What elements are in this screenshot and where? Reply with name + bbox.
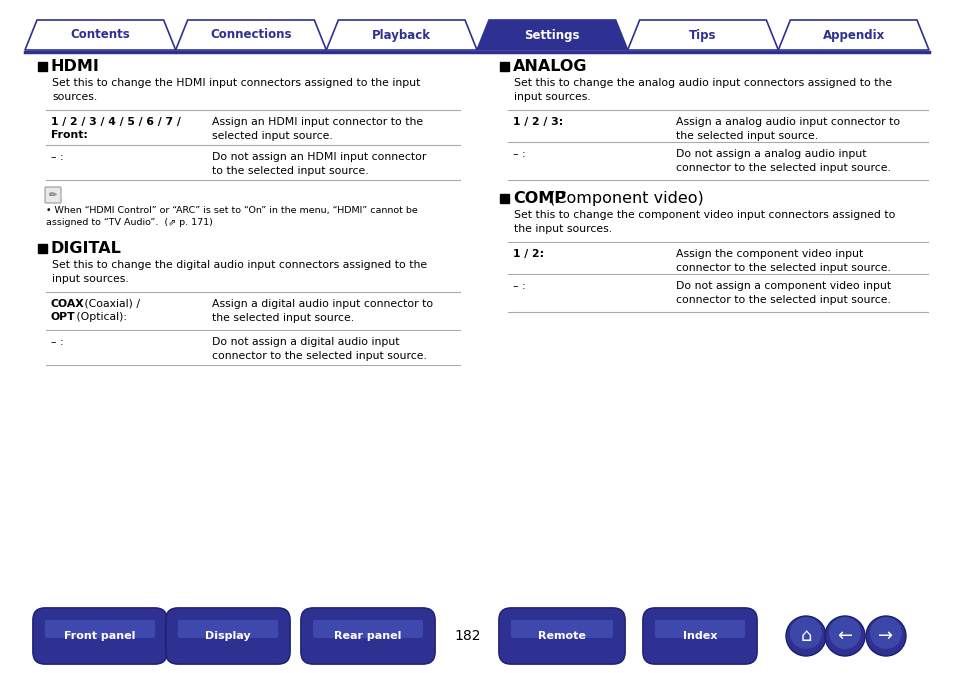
Text: Assign the component video input
connector to the selected input source.: Assign the component video input connect… bbox=[676, 249, 890, 273]
Text: Connections: Connections bbox=[210, 28, 292, 42]
Text: Set this to change the analog audio input connectors assigned to the
input sourc: Set this to change the analog audio inpu… bbox=[514, 78, 891, 102]
Text: Set this to change the digital audio input connectors assigned to the
input sour: Set this to change the digital audio inp… bbox=[52, 260, 427, 284]
Text: • When “HDMI Control” or “ARC” is set to “On” in the menu, “HDMI” cannot be
assi: • When “HDMI Control” or “ARC” is set to… bbox=[46, 206, 417, 227]
Text: – :: – : bbox=[51, 337, 64, 347]
Text: – :: – : bbox=[513, 149, 525, 159]
Polygon shape bbox=[627, 20, 778, 50]
Circle shape bbox=[785, 616, 825, 656]
Text: Rear panel: Rear panel bbox=[334, 631, 401, 641]
Text: Index: Index bbox=[682, 631, 717, 641]
Text: 1 / 2 / 3 / 4 / 5 / 6 / 7 /: 1 / 2 / 3 / 4 / 5 / 6 / 7 / bbox=[51, 117, 181, 127]
Text: Assign a analog audio input connector to
the selected input source.: Assign a analog audio input connector to… bbox=[676, 117, 900, 141]
Text: OPT: OPT bbox=[51, 312, 75, 322]
Text: →: → bbox=[878, 627, 893, 645]
Text: Assign an HDMI input connector to the
selected input source.: Assign an HDMI input connector to the se… bbox=[212, 117, 422, 141]
Bar bbox=[38, 62, 47, 71]
Text: ANALOG: ANALOG bbox=[513, 59, 587, 74]
Bar bbox=[38, 244, 47, 253]
Bar bbox=[499, 194, 509, 203]
Text: HDMI: HDMI bbox=[51, 59, 100, 74]
FancyBboxPatch shape bbox=[498, 608, 624, 664]
Text: ⌂: ⌂ bbox=[800, 627, 811, 645]
Bar bbox=[499, 62, 509, 71]
Text: Settings: Settings bbox=[524, 28, 579, 42]
FancyBboxPatch shape bbox=[45, 187, 61, 203]
FancyBboxPatch shape bbox=[166, 608, 290, 664]
Polygon shape bbox=[25, 20, 175, 50]
FancyBboxPatch shape bbox=[511, 620, 613, 638]
Text: COAX: COAX bbox=[51, 299, 85, 309]
Text: Appendix: Appendix bbox=[821, 28, 883, 42]
Text: COMP: COMP bbox=[513, 191, 565, 206]
Text: 182: 182 bbox=[455, 629, 480, 643]
Circle shape bbox=[789, 617, 821, 649]
Text: Front:: Front: bbox=[51, 130, 88, 140]
Text: 1 / 2:: 1 / 2: bbox=[513, 249, 543, 259]
Text: Do not assign an HDMI input connector
to the selected input source.: Do not assign an HDMI input connector to… bbox=[212, 152, 426, 176]
Circle shape bbox=[865, 616, 905, 656]
Text: Remote: Remote bbox=[537, 631, 585, 641]
Polygon shape bbox=[476, 20, 627, 50]
Text: ←: ← bbox=[837, 627, 852, 645]
Text: (Component video): (Component video) bbox=[544, 191, 703, 206]
Text: DIGITAL: DIGITAL bbox=[51, 241, 122, 256]
Circle shape bbox=[828, 617, 861, 649]
Text: Assign a digital audio input connector to
the selected input source.: Assign a digital audio input connector t… bbox=[212, 299, 433, 323]
Text: Set this to change the HDMI input connectors assigned to the input
sources.: Set this to change the HDMI input connec… bbox=[52, 78, 420, 102]
FancyBboxPatch shape bbox=[32, 608, 167, 664]
Text: (Optical):: (Optical): bbox=[73, 312, 127, 322]
FancyBboxPatch shape bbox=[655, 620, 744, 638]
Text: Contents: Contents bbox=[71, 28, 130, 42]
FancyBboxPatch shape bbox=[300, 608, 435, 664]
Text: Playback: Playback bbox=[372, 28, 431, 42]
Text: Front panel: Front panel bbox=[64, 631, 135, 641]
Text: ✏: ✏ bbox=[49, 190, 57, 200]
FancyBboxPatch shape bbox=[313, 620, 422, 638]
Text: – :: – : bbox=[51, 152, 64, 162]
FancyBboxPatch shape bbox=[642, 608, 757, 664]
Circle shape bbox=[869, 617, 901, 649]
Text: 1 / 2 / 3:: 1 / 2 / 3: bbox=[513, 117, 562, 127]
Polygon shape bbox=[778, 20, 928, 50]
Circle shape bbox=[824, 616, 864, 656]
FancyBboxPatch shape bbox=[178, 620, 277, 638]
Text: (Coaxial) /: (Coaxial) / bbox=[81, 299, 140, 309]
Text: Do not assign a component video input
connector to the selected input source.: Do not assign a component video input co… bbox=[676, 281, 890, 305]
Polygon shape bbox=[175, 20, 326, 50]
Text: Display: Display bbox=[205, 631, 251, 641]
Text: Do not assign a analog audio input
connector to the selected input source.: Do not assign a analog audio input conne… bbox=[676, 149, 890, 173]
Text: Tips: Tips bbox=[688, 28, 716, 42]
Text: – :: – : bbox=[513, 281, 525, 291]
Text: Do not assign a digital audio input
connector to the selected input source.: Do not assign a digital audio input conn… bbox=[212, 337, 426, 361]
Polygon shape bbox=[326, 20, 476, 50]
FancyBboxPatch shape bbox=[45, 620, 154, 638]
Text: Set this to change the component video input connectors assigned to
the input so: Set this to change the component video i… bbox=[514, 210, 895, 234]
